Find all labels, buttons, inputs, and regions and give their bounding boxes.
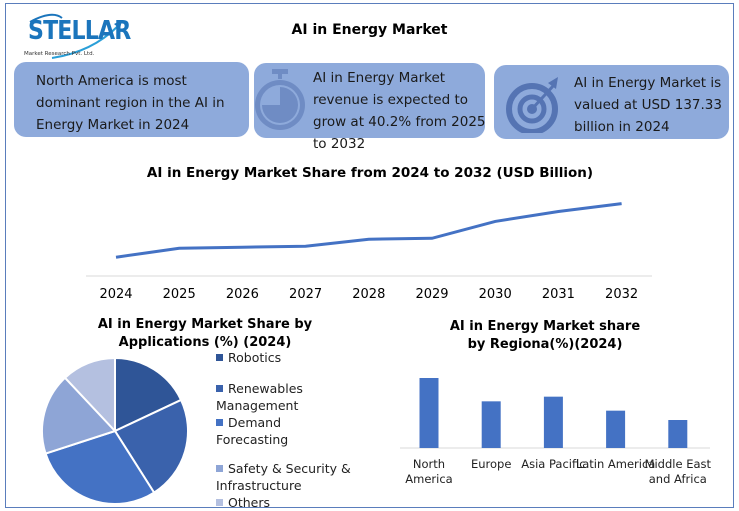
card-text: AI in Energy Market revenue is expected …: [313, 70, 486, 152]
card-text: North America is most dominant region in…: [36, 73, 225, 133]
x-tick-label: 2024: [99, 287, 133, 302]
legend-label: Robotics: [228, 350, 282, 365]
legend-swatch: [216, 465, 223, 472]
bar-1: [481, 401, 501, 448]
bar-2: [543, 396, 563, 448]
legend-label: Others: [228, 495, 271, 510]
bar-category-label: Asia Pacific: [521, 457, 586, 471]
card-text: AI in Energy Market is valued at USD 137…: [574, 75, 722, 135]
logo-tagline: Market Research Pvt. Ltd.: [24, 51, 95, 57]
pie-slice-3: [41, 376, 117, 455]
card-growth: AI in Energy Market revenue is expected …: [254, 63, 486, 152]
pie-chart: [41, 356, 189, 505]
legend-label: Safety & Security & Infrastructure: [216, 461, 351, 493]
line-chart: [86, 202, 652, 277]
stopwatch-icon: [255, 69, 305, 130]
line-chart-title: AI in Energy Market Share from 2024 to 2…: [146, 165, 594, 181]
card-dominant-region: North America is most dominant region in…: [14, 62, 249, 137]
legend-swatch: [216, 385, 223, 392]
x-tick-label: 2029: [415, 287, 449, 302]
legend-swatch: [216, 419, 223, 426]
bar-chart-title: AI in Energy Market share by Regiona(%)(…: [449, 319, 641, 352]
page-frame: [5, 3, 734, 508]
legend-item: Demand Forecasting: [216, 414, 356, 448]
target-icon: [506, 77, 558, 133]
logo-wordmark: STELLAR: [28, 16, 131, 46]
legend-label: Renewables Management: [216, 381, 303, 413]
legend-item: Safety & Security & Infrastructure: [216, 460, 356, 494]
legend-item: Renewables Management: [216, 380, 356, 414]
stellar-logo: STELLAR Market Research Pvt. Ltd.: [22, 12, 132, 60]
bar-category-label: Middle East and Africa: [644, 457, 712, 486]
bar-3: [606, 410, 626, 448]
pie-slice-0: [114, 356, 183, 433]
x-tick-label: 2027: [289, 287, 323, 302]
pie-slice-1: [113, 398, 189, 495]
bar-category-label: North America: [405, 457, 453, 486]
legend-label: Demand Forecasting: [216, 415, 289, 447]
pie-legend: Robotics Renewables Management Demand Fore…: [216, 349, 356, 511]
pie-slice-4: [63, 356, 116, 434]
bar-chart: [400, 378, 710, 449]
line-series: [115, 202, 622, 259]
bar-4: [668, 420, 688, 448]
pie-chart-title: AI in Energy Market Share by Application…: [97, 317, 313, 350]
legend-item: Robotics: [216, 349, 356, 366]
legend-item: Others: [216, 494, 356, 511]
legend-swatch: [216, 354, 223, 361]
x-tick-label: 2031: [541, 287, 575, 302]
pie-slice-2: [44, 429, 156, 505]
page-title: AI in Energy Market: [291, 22, 448, 38]
card-valuation: AI in Energy Market is valued at USD 137…: [494, 65, 729, 139]
x-tick-label: 2026: [225, 287, 259, 302]
bar-category-label: Latin America: [575, 457, 656, 471]
logo-swoosh-icon: [29, 13, 122, 59]
x-tick-label: 2030: [478, 287, 512, 302]
bar-0: [419, 378, 439, 448]
x-tick-label: 2032: [605, 287, 639, 302]
bar-category-label: Europe: [470, 457, 512, 471]
x-tick-label: 2028: [352, 287, 386, 302]
legend-swatch: [216, 499, 223, 506]
x-tick-label: 2025: [162, 287, 196, 302]
